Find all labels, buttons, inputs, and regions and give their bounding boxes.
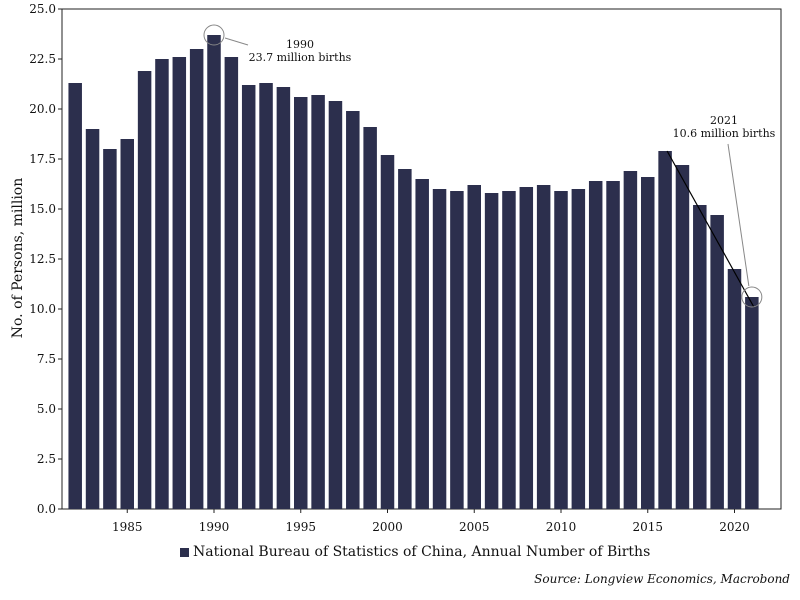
x-tick-label: 2010 xyxy=(546,520,577,534)
x-tick-label: 2005 xyxy=(459,520,490,534)
bar-2001 xyxy=(398,169,412,509)
x-tick-label: 2020 xyxy=(719,520,750,534)
bar-2013 xyxy=(606,181,620,509)
bar-1996 xyxy=(311,95,325,509)
y-tick-label: 17.5 xyxy=(29,152,56,166)
bar-2007 xyxy=(502,191,516,509)
bar-1985 xyxy=(120,139,134,509)
y-tick-label: 10.0 xyxy=(29,302,56,316)
annotation-leader-2021 xyxy=(727,143,750,287)
bar-1989 xyxy=(189,49,204,509)
bar-2011 xyxy=(571,189,586,509)
bar-2004 xyxy=(450,191,464,509)
annotation-year-1990: 1990 xyxy=(286,38,314,51)
bar-2019 xyxy=(710,215,724,509)
x-tick-label: 2000 xyxy=(372,520,403,534)
x-tick-label: 1995 xyxy=(285,520,316,534)
x-tick-label: 1990 xyxy=(199,520,230,534)
y-tick-label: 7.5 xyxy=(37,352,56,366)
bar-1992 xyxy=(241,85,256,509)
annotation-text-2021: 10.6 million births xyxy=(673,127,776,140)
bar-2012 xyxy=(588,181,603,509)
y-axis-label: No. of Persons, million xyxy=(10,178,26,339)
y-tick-label: 25.0 xyxy=(29,2,56,16)
bar-2020 xyxy=(727,269,742,509)
x-tick-label: 2015 xyxy=(632,520,663,534)
annotation-year-2021: 2021 xyxy=(710,114,738,127)
bar-1988 xyxy=(172,57,187,509)
legend-label: National Bureau of Statistics of China, … xyxy=(193,544,651,560)
bar-2000 xyxy=(380,155,395,509)
legend-swatch xyxy=(180,547,189,557)
y-tick-label: 12.5 xyxy=(29,252,56,266)
bar-1999 xyxy=(363,127,377,509)
bar-1990 xyxy=(207,35,221,509)
bar-1983 xyxy=(85,129,100,509)
y-tick-label: 20.0 xyxy=(29,102,56,116)
bar-2018 xyxy=(693,205,707,509)
y-tick-label: 22.5 xyxy=(29,52,56,66)
annotation-text-1990: 23.7 million births xyxy=(249,51,352,64)
bar-1991 xyxy=(224,57,239,509)
bar-1995 xyxy=(294,97,308,509)
bar-1984 xyxy=(103,149,117,509)
bar-2003 xyxy=(432,189,447,509)
annotation-leader-1990 xyxy=(224,37,249,46)
bar-2021 xyxy=(745,297,759,509)
bar-2016 xyxy=(658,151,672,509)
bar-2005 xyxy=(467,185,481,509)
y-tick-label: 15.0 xyxy=(29,202,56,216)
bar-2017 xyxy=(675,165,690,509)
y-tick-label: 2.5 xyxy=(37,452,56,466)
legend: National Bureau of Statistics of China, … xyxy=(180,544,650,560)
bar-2015 xyxy=(641,177,655,509)
x-tick-label: 1985 xyxy=(112,520,143,534)
bar-2009 xyxy=(536,185,551,509)
y-tick-label: 0.0 xyxy=(37,502,56,516)
highlight-circle-1990 xyxy=(203,24,225,46)
bar-2008 xyxy=(519,187,534,509)
bar-1994 xyxy=(276,87,291,509)
trend-line xyxy=(666,150,755,308)
bar-1982 xyxy=(68,83,82,509)
bar-2010 xyxy=(554,191,568,509)
bar-2002 xyxy=(415,179,429,509)
bar-2006 xyxy=(484,193,499,509)
bar-1986 xyxy=(137,71,152,509)
bar-1987 xyxy=(155,59,169,509)
bar-1998 xyxy=(346,111,360,509)
bar-2014 xyxy=(623,171,638,509)
bar-1997 xyxy=(328,101,343,509)
bar-1993 xyxy=(259,83,273,509)
y-tick-label: 5.0 xyxy=(37,402,56,416)
highlight-circle-2021 xyxy=(741,286,763,308)
source-note: Source: Longview Economics, Macrobond xyxy=(534,572,790,586)
